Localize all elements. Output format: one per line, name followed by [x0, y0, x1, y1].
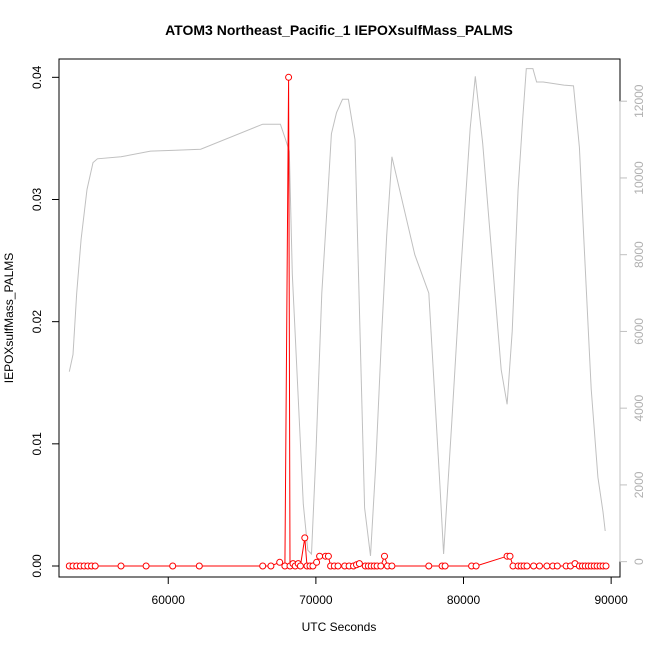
- data-point: [142, 562, 150, 570]
- data-point: [195, 562, 203, 570]
- data-point: [602, 562, 610, 570]
- chart-title: ATOM3 Northeast_Pacific_1 IEPOXsulfMass_…: [165, 22, 513, 38]
- y-tick-label: 0.04: [30, 65, 44, 89]
- data-point: [377, 562, 385, 570]
- y-tick-label: 0.00: [30, 554, 44, 578]
- data-point: [324, 552, 332, 560]
- data-point: [523, 562, 531, 570]
- data-point: [506, 552, 514, 560]
- data-point: [91, 562, 99, 570]
- data-point: [316, 552, 324, 560]
- data-point: [267, 562, 275, 570]
- data-point: [117, 562, 125, 570]
- x-axis-label: UTC Seconds: [302, 620, 377, 634]
- x-tick-label: 80000: [447, 593, 481, 607]
- y2-tick-label: 6000: [632, 318, 646, 345]
- y-axis-left: 0.00 0.01 0.02 0.03 0.04: [30, 65, 59, 578]
- x-tick-label: 60000: [152, 593, 186, 607]
- data-point: [543, 562, 551, 570]
- x-axis: 60000 70000 80000 90000: [152, 576, 628, 607]
- y-axis-label: IEPOXsulfMass_PALMS: [2, 253, 16, 384]
- data-point: [276, 558, 284, 566]
- data-point: [472, 562, 480, 570]
- data-point: [441, 562, 449, 570]
- data-point: [285, 73, 293, 81]
- data-point: [388, 562, 396, 570]
- y-tick-label: 0.01: [30, 432, 44, 456]
- data-point: [334, 562, 342, 570]
- data-point: [313, 558, 321, 566]
- x-tick-label: 90000: [594, 593, 628, 607]
- data-point: [301, 534, 309, 542]
- y2-tick-label: 4000: [632, 395, 646, 422]
- data-point: [425, 562, 433, 570]
- data-point: [381, 552, 388, 560]
- series-line-right-axis: [68, 68, 606, 556]
- data-point: [530, 562, 538, 570]
- y2-tick-label: 2000: [632, 471, 646, 498]
- y2-tick-label: 8000: [632, 241, 646, 268]
- x-tick-label: 70000: [299, 593, 333, 607]
- y2-tick-label: 10000: [632, 161, 646, 195]
- data-point: [355, 560, 363, 568]
- y2-tick-label: 12000: [632, 84, 646, 118]
- data-point: [553, 562, 561, 570]
- y2-tick-label: 0: [632, 558, 646, 565]
- plot-layer: [65, 68, 610, 570]
- data-point: [296, 562, 304, 570]
- data-point: [169, 562, 177, 570]
- y-axis-right: 0 2000 4000 6000 8000 10000 12000: [619, 84, 646, 565]
- y-tick-label: 0.02: [30, 310, 44, 334]
- data-point: [536, 562, 543, 570]
- data-point: [259, 562, 267, 570]
- y-tick-label: 0.03: [30, 187, 44, 211]
